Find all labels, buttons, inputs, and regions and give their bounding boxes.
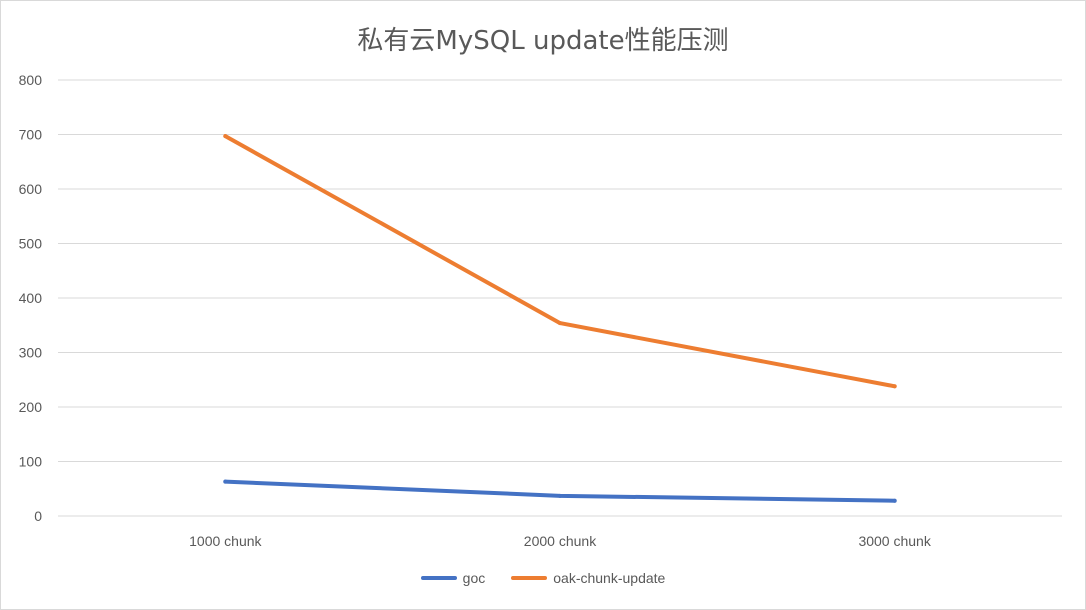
y-tick-label: 0 xyxy=(34,508,42,524)
data-point-oak-chunk-update xyxy=(223,134,227,138)
x-tick-label: 3000 chunk xyxy=(858,533,931,549)
x-tick-label: 2000 chunk xyxy=(524,533,597,549)
y-tick-label: 300 xyxy=(19,345,43,361)
y-tick-label: 800 xyxy=(19,72,43,88)
x-tick-label: 1000 chunk xyxy=(189,533,262,549)
data-point-goc xyxy=(893,499,897,503)
y-axis-ticks: 0 100 200 300 400 500 600 700 800 xyxy=(19,72,43,524)
legend: goc oak-chunk-update xyxy=(0,570,1086,586)
gridlines xyxy=(58,80,1062,516)
legend-item-oak-chunk-update: oak-chunk-update xyxy=(511,570,665,586)
legend-item-goc: goc xyxy=(421,570,486,586)
legend-label-goc: goc xyxy=(463,570,486,586)
y-tick-label: 100 xyxy=(19,454,43,470)
y-tick-label: 700 xyxy=(19,127,43,143)
legend-label-oak-chunk-update: oak-chunk-update xyxy=(553,570,665,586)
y-tick-label: 600 xyxy=(19,181,43,197)
x-axis-ticks: 1000 chunk 2000 chunk 3000 chunk xyxy=(189,533,932,549)
data-point-goc xyxy=(223,480,227,484)
data-point-oak-chunk-update xyxy=(558,321,562,325)
legend-swatch-goc xyxy=(421,576,457,580)
data-point-oak-chunk-update xyxy=(893,384,897,388)
y-tick-label: 500 xyxy=(19,236,43,252)
series-line-goc xyxy=(225,482,894,501)
y-tick-label: 400 xyxy=(19,290,43,306)
y-tick-label: 200 xyxy=(19,399,43,415)
series-line-oak-chunk-update xyxy=(225,136,894,386)
data-point-goc xyxy=(558,494,562,498)
legend-swatch-oak-chunk-update xyxy=(511,576,547,580)
